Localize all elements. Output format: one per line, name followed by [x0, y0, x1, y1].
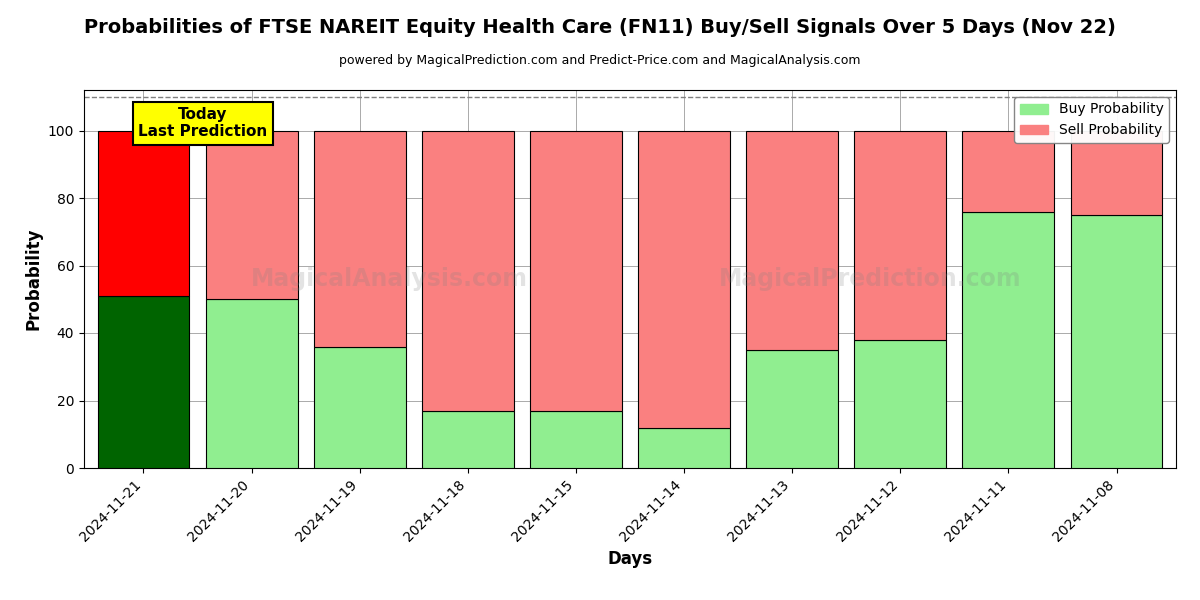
Y-axis label: Probability: Probability [24, 228, 42, 330]
Bar [1070, 215, 1163, 468]
Text: MagicalAnalysis.com: MagicalAnalysis.com [251, 267, 528, 291]
Text: Probabilities of FTSE NAREIT Equity Health Care (FN11) Buy/Sell Signals Over 5 D: Probabilities of FTSE NAREIT Equity Heal… [84, 18, 1116, 37]
Bar [746, 130, 838, 350]
Bar [205, 299, 298, 468]
Bar [638, 130, 730, 427]
Text: MagicalPrediction.com: MagicalPrediction.com [719, 267, 1021, 291]
Text: powered by MagicalPrediction.com and Predict-Price.com and MagicalAnalysis.com: powered by MagicalPrediction.com and Pre… [340, 54, 860, 67]
Bar [313, 347, 406, 468]
Bar [962, 130, 1055, 211]
Bar [530, 410, 622, 468]
Bar [962, 211, 1055, 468]
Bar [422, 130, 514, 410]
Legend: Buy Probability, Sell Probability: Buy Probability, Sell Probability [1014, 97, 1169, 143]
Text: Today
Last Prediction: Today Last Prediction [138, 107, 268, 139]
Bar [1070, 130, 1163, 215]
Bar [854, 340, 947, 468]
Bar [746, 350, 838, 468]
Bar [530, 130, 622, 410]
X-axis label: Days: Days [607, 550, 653, 568]
Bar [422, 410, 514, 468]
Bar [313, 130, 406, 347]
Bar [638, 427, 730, 468]
Bar [97, 296, 190, 468]
Bar [205, 130, 298, 299]
Bar [97, 130, 190, 296]
Bar [854, 130, 947, 340]
